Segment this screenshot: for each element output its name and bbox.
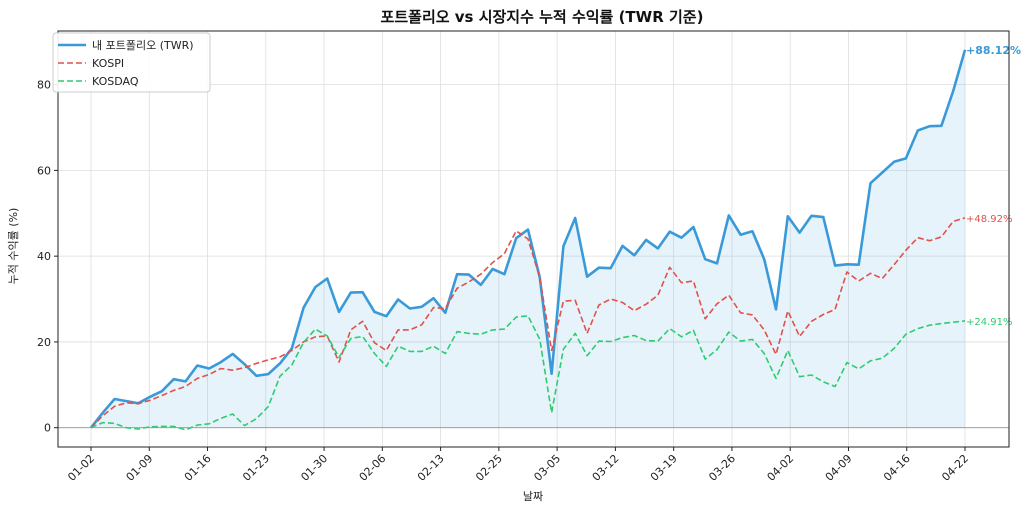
x-tick-label: 03-05 (531, 452, 563, 484)
series-end-label: +48.92% (966, 214, 1013, 225)
series-layer (89, 49, 967, 431)
x-tick-label: 03-19 (648, 452, 680, 484)
x-axis-label: 날짜 (523, 490, 543, 503)
legend: 내 포트폴리오 (TWR) KOSPI KOSDAQ (52, 32, 211, 93)
grid-lines (58, 31, 1009, 447)
x-tick-label: 01-02 (65, 452, 97, 484)
chart-title: 포트폴리오 vs 시장지수 누적 수익률 (TWR 기준) (381, 8, 704, 26)
legend-label: KOSPI (92, 57, 124, 70)
series-line-kospi (90, 217, 966, 429)
x-tick-label: 04-02 (765, 452, 797, 484)
x-tick-label: 01-09 (124, 452, 156, 484)
x-tick-label: 02-13 (415, 452, 447, 484)
x-tick-label: 01-30 (298, 452, 330, 484)
x-tick-label: 04-16 (881, 452, 913, 484)
y-tick-label: 0 (44, 422, 51, 435)
y-tick-label: 80 (37, 79, 51, 92)
x-tick-label: 01-23 (240, 452, 272, 484)
x-tick-label: 03-12 (590, 452, 622, 484)
series-end-label: +24.91% (966, 317, 1013, 328)
legend-box (52, 32, 211, 93)
x-tick-label: 04-09 (823, 452, 855, 484)
x-tick-label: 04-22 (939, 452, 971, 484)
end-label-layer: +88.12% +48.92% +24.91% (966, 44, 1021, 328)
x-tick-label: 02-25 (473, 452, 505, 484)
y-axis-label: 누적 수익률 (%) (7, 208, 20, 285)
x-tick-label: 03-26 (706, 452, 738, 484)
legend-label: KOSDAQ (92, 75, 139, 88)
series-end-label: +88.12% (966, 44, 1021, 57)
x-tick-label: 01-16 (182, 452, 214, 484)
legend-label: 내 포트폴리오 (TWR) (92, 39, 194, 52)
y-tick-label: 60 (37, 164, 51, 177)
series-line-portfolio (89, 49, 967, 429)
y-tick-label: 20 (37, 336, 51, 349)
y-tick-label: 40 (37, 250, 51, 263)
x-tick-label: 02-06 (357, 452, 389, 484)
series-line-kosdaq (90, 315, 966, 431)
plot-frame (57, 30, 1010, 448)
